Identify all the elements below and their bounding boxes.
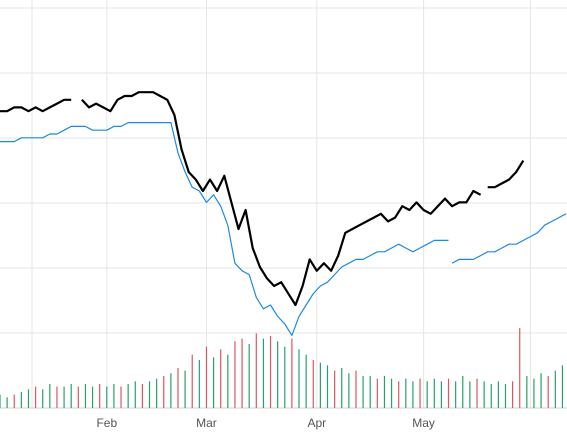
x-tick-label: Feb [96, 416, 117, 430]
x-tick-label: May [412, 416, 435, 430]
x-tick-label: Mar [196, 416, 217, 430]
black-series-line [81, 91, 482, 307]
blue-series-line [0, 122, 449, 336]
x-axis: Feb Mar Apr May [96, 416, 434, 430]
volume-bars [0, 328, 564, 408]
black-series-line [0, 98, 72, 113]
price-series [0, 91, 567, 336]
black-series-line [487, 160, 525, 189]
blue-series-line [451, 213, 567, 264]
chart-grid [0, 0, 567, 409]
x-tick-label: Apr [307, 416, 326, 430]
